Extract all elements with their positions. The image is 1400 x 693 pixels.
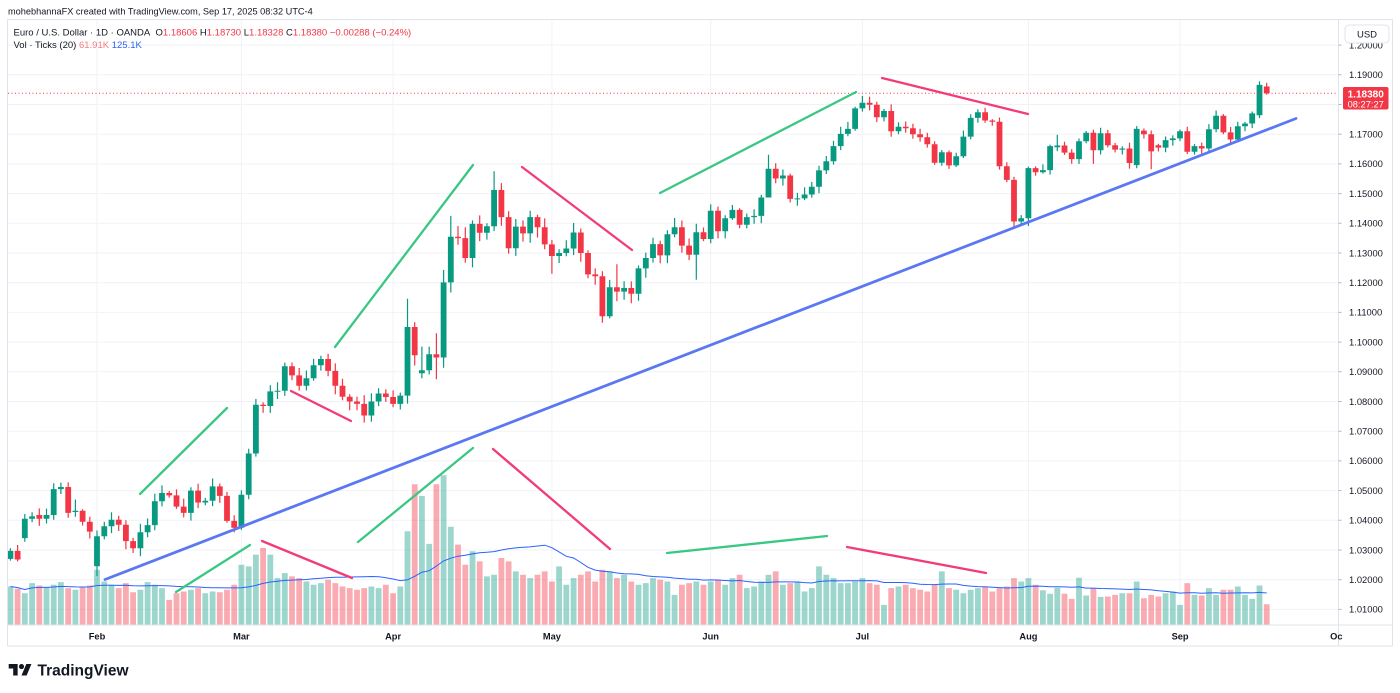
svg-text:1.12000: 1.12000 <box>1349 277 1383 288</box>
svg-text:1.05000: 1.05000 <box>1349 485 1383 496</box>
svg-text:1.07000: 1.07000 <box>1349 426 1383 437</box>
svg-text:1.11000: 1.11000 <box>1349 307 1382 318</box>
svg-text:Feb: Feb <box>89 632 106 642</box>
svg-text:1.19000: 1.19000 <box>1349 69 1383 80</box>
svg-text:1.01000: 1.01000 <box>1349 604 1383 615</box>
svg-text:1.09000: 1.09000 <box>1349 366 1383 377</box>
svg-text:1.03000: 1.03000 <box>1349 544 1383 555</box>
svg-text:1.04000: 1.04000 <box>1349 515 1383 526</box>
svg-text:Jun: Jun <box>702 632 719 642</box>
svg-text:Oc: Oc <box>1330 632 1342 642</box>
svg-text:USD: USD <box>1357 29 1377 40</box>
svg-text:1.13000: 1.13000 <box>1349 247 1383 258</box>
svg-text:1.20000: 1.20000 <box>1349 39 1383 50</box>
svg-text:1.16000: 1.16000 <box>1349 158 1383 169</box>
svg-text:TradingView: TradingView <box>38 663 130 680</box>
svg-text:1.06000: 1.06000 <box>1349 455 1383 466</box>
svg-text:1.02000: 1.02000 <box>1349 574 1383 585</box>
svg-text:Mar: Mar <box>233 632 250 642</box>
svg-text:1.08000: 1.08000 <box>1349 396 1383 407</box>
svg-text:1.15000: 1.15000 <box>1349 188 1383 199</box>
svg-text:1.18380: 1.18380 <box>1348 90 1385 101</box>
svg-text:Jul: Jul <box>856 632 869 642</box>
svg-text:Vol · Ticks (20) 61.91K 125.1K: Vol · Ticks (20) 61.91K 125.1K <box>14 40 143 51</box>
svg-text:1.10000: 1.10000 <box>1349 336 1383 347</box>
svg-text:Euro / U.S. Dollar · 1D · OAND: Euro / U.S. Dollar · 1D · OANDA O1.18606… <box>14 28 412 39</box>
svg-text:Sep: Sep <box>1172 632 1189 642</box>
svg-text:May: May <box>543 632 562 642</box>
svg-text:08:27:27: 08:27:27 <box>1348 99 1384 109</box>
svg-text:Aug: Aug <box>1019 632 1037 642</box>
svg-text:mohebhannaFX created with Trad: mohebhannaFX created with TradingView.co… <box>8 7 313 17</box>
svg-text:1.14000: 1.14000 <box>1349 218 1383 229</box>
svg-text:1.17000: 1.17000 <box>1349 129 1383 140</box>
svg-text:Apr: Apr <box>385 632 401 642</box>
